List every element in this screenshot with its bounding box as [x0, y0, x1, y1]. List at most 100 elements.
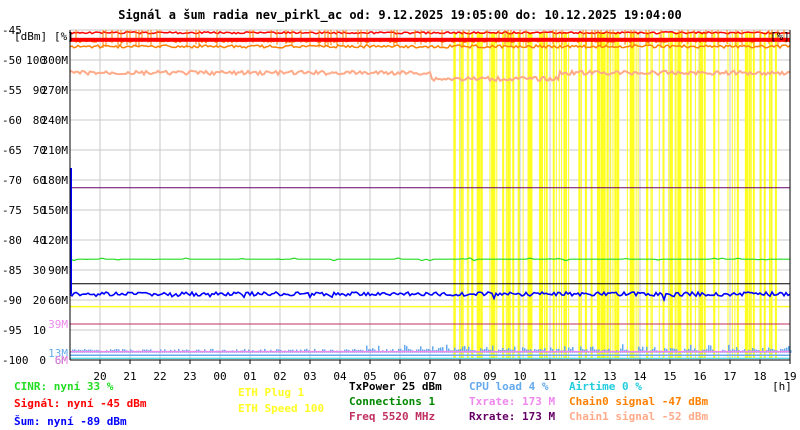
cpu-load-bar [524, 348, 526, 353]
cpu-load-bar [780, 348, 782, 353]
cpu-load-bar [674, 348, 676, 353]
y-tick-pct: 70 [33, 144, 46, 157]
legend-cpu-load: CPU load 4 % [469, 380, 549, 393]
eth-bar [671, 32, 673, 358]
eth-bar [459, 32, 461, 358]
eth-bar [698, 32, 700, 358]
x-tick-label: 15 [663, 370, 676, 383]
eth-bar [734, 32, 736, 358]
cpu-load-bar [784, 348, 786, 353]
eth-bar [618, 32, 620, 358]
y-tick-rate: 120M [42, 234, 69, 247]
series-noise [69, 290, 791, 303]
eth-bar [647, 32, 649, 358]
eth-bar [530, 32, 533, 358]
cpu-load-bar [454, 347, 456, 353]
eth-bar [509, 32, 511, 358]
eth-bar [676, 32, 678, 358]
cpu-load-bar [404, 344, 406, 353]
y-tick-rate: 150M [42, 204, 69, 217]
cpu-load-bar [508, 347, 510, 353]
x-tick-label: 18 [753, 370, 766, 383]
eth-bar [650, 32, 652, 358]
cpu-load-bar [664, 348, 666, 353]
eth-bar [561, 32, 563, 358]
cpu-load-bar [638, 346, 640, 353]
y-tick-pct: 50 [33, 204, 46, 217]
chart-title: Signál a šum radia nev_pirkl_ac od: 9.12… [118, 8, 682, 22]
cpu-load-bar [398, 348, 400, 353]
eth-bar [502, 32, 505, 358]
eth-bar [540, 32, 542, 358]
legend-rxrate: Rxrate: 173 M [469, 410, 556, 423]
y-tick-pct: 80 [33, 114, 46, 127]
cpu-load-bar [708, 345, 710, 353]
y-tick-dbm: -55 [2, 84, 22, 97]
cpu-load-bar [732, 348, 734, 353]
eth-bar [489, 32, 491, 358]
cpu-load-bar [642, 346, 644, 353]
eth-bar [646, 32, 648, 358]
cpu-load-bar [684, 348, 686, 353]
y-tick-rate: 90M [48, 264, 68, 277]
eth-bar [585, 32, 587, 358]
legend-freq: Freq 5520 MHz [349, 410, 436, 423]
cpu-load-bar [438, 347, 440, 353]
cpu-load-bar [544, 348, 546, 353]
y-tick-rate: 6M [55, 354, 69, 367]
eth-bar [453, 32, 456, 358]
cpu-load-bar [558, 348, 560, 353]
eth-bar [476, 32, 479, 358]
cpu-load-bar [580, 346, 582, 353]
eth-bar [606, 32, 609, 358]
eth-bar [731, 32, 733, 358]
y-tick-pct: 100 [26, 54, 46, 67]
x-tick-label: 23 [183, 370, 196, 383]
y-tick-pct: 60 [33, 174, 46, 187]
y-tick-pct: 30 [33, 264, 46, 277]
series-chain1 [69, 68, 791, 83]
eth-bar [541, 32, 544, 358]
eth-bar [612, 32, 614, 358]
cpu-load-bar [564, 346, 566, 353]
y-tick-dbm: -75 [2, 204, 22, 217]
eth-bar [686, 32, 689, 358]
cpu-load-bar [440, 347, 442, 353]
eth-bar [555, 32, 557, 358]
cpu-load-bar [790, 350, 792, 353]
legend-chain0: Chain0 signal -47 dBm [569, 395, 709, 408]
eth-bar [616, 32, 619, 358]
cpu-load-bar [728, 344, 730, 353]
y-tick-dbm: -70 [2, 174, 22, 187]
x-tick-label: 07 [423, 370, 436, 383]
y-tick-pct: 0 [39, 354, 46, 367]
cpu-load-bar [486, 347, 488, 353]
cpu-load-bar [480, 348, 482, 353]
cpu-load-bar [786, 347, 788, 353]
eth-bar [668, 32, 670, 358]
y-tick-pct: 90 [33, 84, 46, 97]
eth-bar [552, 32, 555, 358]
eth-bar [580, 32, 582, 358]
cpu-load-bar [608, 348, 610, 353]
eth-bar [615, 32, 617, 358]
legend-noise: Šum: nyní -89 dBm [14, 415, 127, 428]
x-tick-label: 00 [213, 370, 226, 383]
eth-bar [599, 32, 601, 358]
cpu-load-bar [654, 347, 656, 353]
eth-bar [718, 32, 720, 358]
eth-bar [700, 32, 703, 358]
cpu-load-bar [620, 348, 622, 353]
cpu-load-bar [736, 347, 738, 353]
cpu-load-bar [514, 346, 516, 353]
eth-bar [563, 32, 566, 358]
eth-bar [460, 32, 463, 358]
cpu-load-bar [264, 348, 266, 353]
x-unit: [h] [772, 380, 792, 393]
eth-bar [629, 32, 631, 358]
eth-bar [578, 32, 581, 358]
legend-txpower: TxPower 25 dBm [349, 380, 442, 393]
cpu-load-bar [534, 348, 536, 353]
eth-bar [602, 32, 605, 358]
eth-bar [610, 32, 612, 358]
